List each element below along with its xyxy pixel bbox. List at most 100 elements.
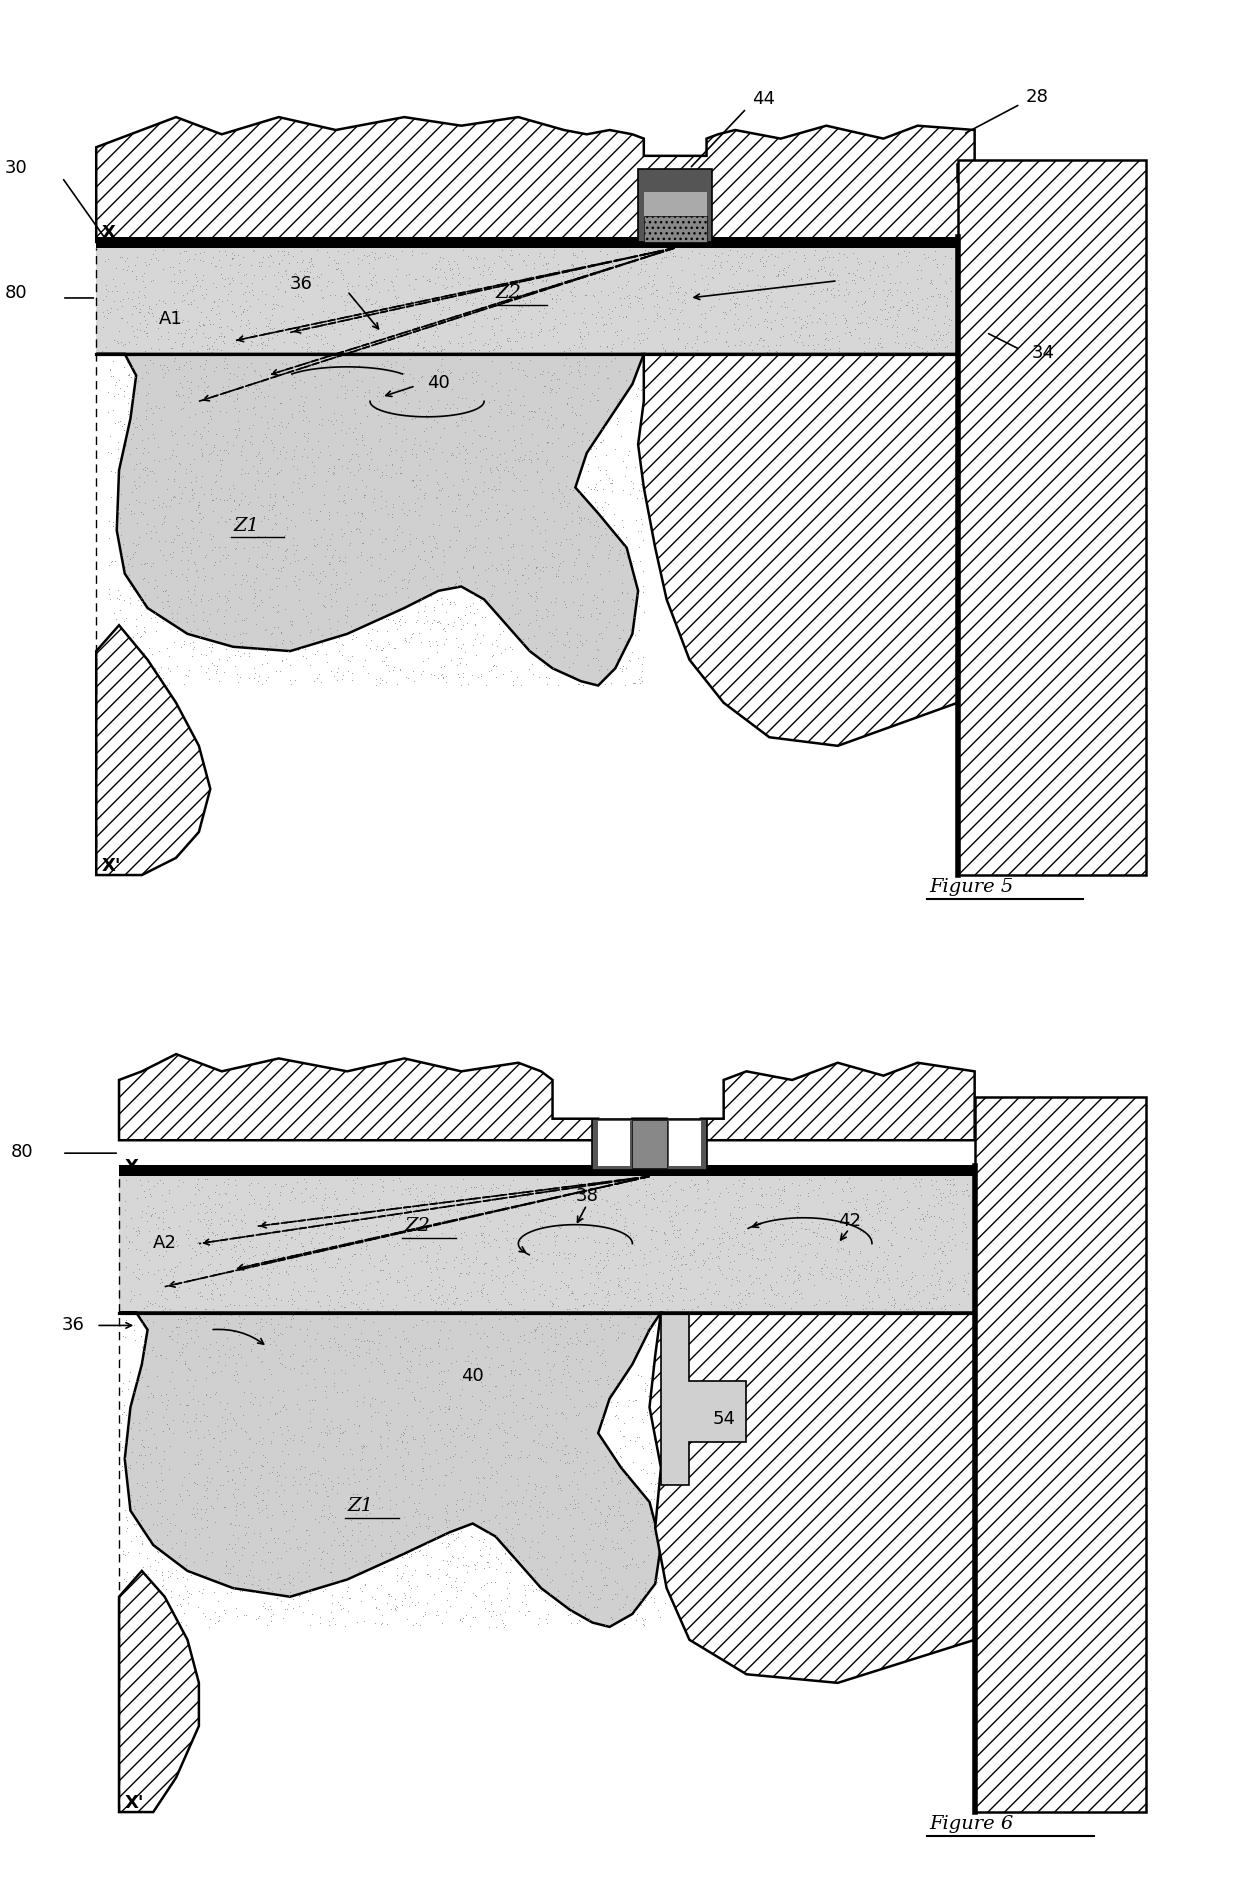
Point — [401, 1204, 420, 1234]
Point — [197, 1164, 217, 1194]
Point — [143, 670, 162, 700]
Point — [202, 1537, 222, 1567]
Point — [139, 1257, 159, 1287]
Point — [155, 500, 175, 530]
Point — [598, 299, 618, 329]
Point — [170, 239, 190, 269]
Point — [821, 1232, 841, 1263]
Point — [277, 570, 296, 600]
Point — [585, 1251, 605, 1282]
Point — [270, 498, 290, 528]
Point — [278, 490, 298, 521]
Point — [335, 1547, 355, 1577]
Point — [684, 1168, 704, 1198]
Point — [319, 1295, 339, 1325]
Point — [166, 521, 186, 551]
Point — [474, 1505, 494, 1535]
Point — [507, 1463, 527, 1494]
Point — [542, 538, 562, 568]
Point — [262, 1359, 281, 1389]
Point — [215, 322, 234, 352]
Point — [198, 371, 218, 401]
Point — [427, 407, 446, 437]
Point — [663, 335, 683, 365]
Point — [312, 628, 332, 659]
Point — [899, 312, 919, 343]
Point — [413, 261, 433, 292]
Point — [360, 1365, 379, 1395]
Point — [453, 1494, 472, 1524]
Point — [790, 265, 810, 295]
Point — [822, 1177, 842, 1208]
Point — [760, 1272, 780, 1302]
Point — [924, 1283, 944, 1314]
Point — [636, 1198, 656, 1229]
Text: X: X — [125, 1159, 139, 1176]
Point — [172, 371, 192, 401]
Point — [436, 447, 456, 477]
Point — [277, 1255, 296, 1285]
Point — [153, 606, 172, 636]
Point — [319, 1416, 339, 1446]
Point — [557, 1340, 577, 1371]
Point — [476, 1439, 496, 1469]
Point — [611, 1514, 631, 1545]
Point — [146, 1340, 166, 1371]
Point — [244, 1189, 264, 1219]
Point — [324, 1323, 343, 1353]
Point — [138, 422, 157, 452]
Point — [686, 276, 706, 307]
Point — [286, 259, 306, 290]
Point — [143, 1193, 162, 1223]
Point — [459, 1297, 479, 1327]
Point — [392, 1541, 412, 1571]
Point — [114, 1427, 134, 1458]
Point — [412, 627, 432, 657]
Point — [316, 1371, 336, 1401]
Point — [232, 454, 252, 485]
Point — [750, 246, 770, 276]
Point — [148, 1526, 167, 1556]
Point — [95, 273, 115, 303]
Point — [516, 568, 536, 598]
Point — [430, 488, 450, 519]
Point — [776, 1259, 796, 1289]
Point — [739, 1278, 759, 1308]
Point — [646, 290, 666, 320]
Point — [253, 466, 273, 496]
Point — [273, 348, 293, 379]
Point — [610, 653, 630, 683]
Point — [247, 1308, 267, 1338]
Point — [588, 1247, 608, 1278]
Point — [352, 1433, 372, 1463]
Point — [591, 1323, 611, 1353]
Point — [544, 235, 564, 265]
Point — [293, 392, 312, 422]
Point — [712, 276, 732, 307]
Point — [196, 1293, 216, 1323]
Point — [289, 464, 309, 494]
Point — [424, 331, 444, 362]
Point — [567, 1176, 587, 1206]
Point — [162, 439, 182, 469]
Point — [924, 1283, 944, 1314]
Point — [569, 314, 589, 345]
Point — [347, 1391, 367, 1422]
Point — [484, 333, 503, 363]
Point — [618, 541, 637, 572]
Point — [466, 1242, 486, 1272]
Point — [327, 1302, 347, 1333]
Point — [377, 1225, 397, 1255]
Point — [424, 594, 444, 625]
Point — [329, 1518, 348, 1548]
Point — [537, 553, 557, 583]
Point — [608, 405, 627, 435]
Point — [458, 1285, 477, 1316]
Point — [207, 1327, 227, 1357]
Point — [402, 1469, 422, 1499]
Point — [451, 1247, 471, 1278]
Point — [207, 273, 227, 303]
Point — [536, 1471, 556, 1501]
Point — [471, 1367, 491, 1397]
Point — [921, 324, 941, 354]
